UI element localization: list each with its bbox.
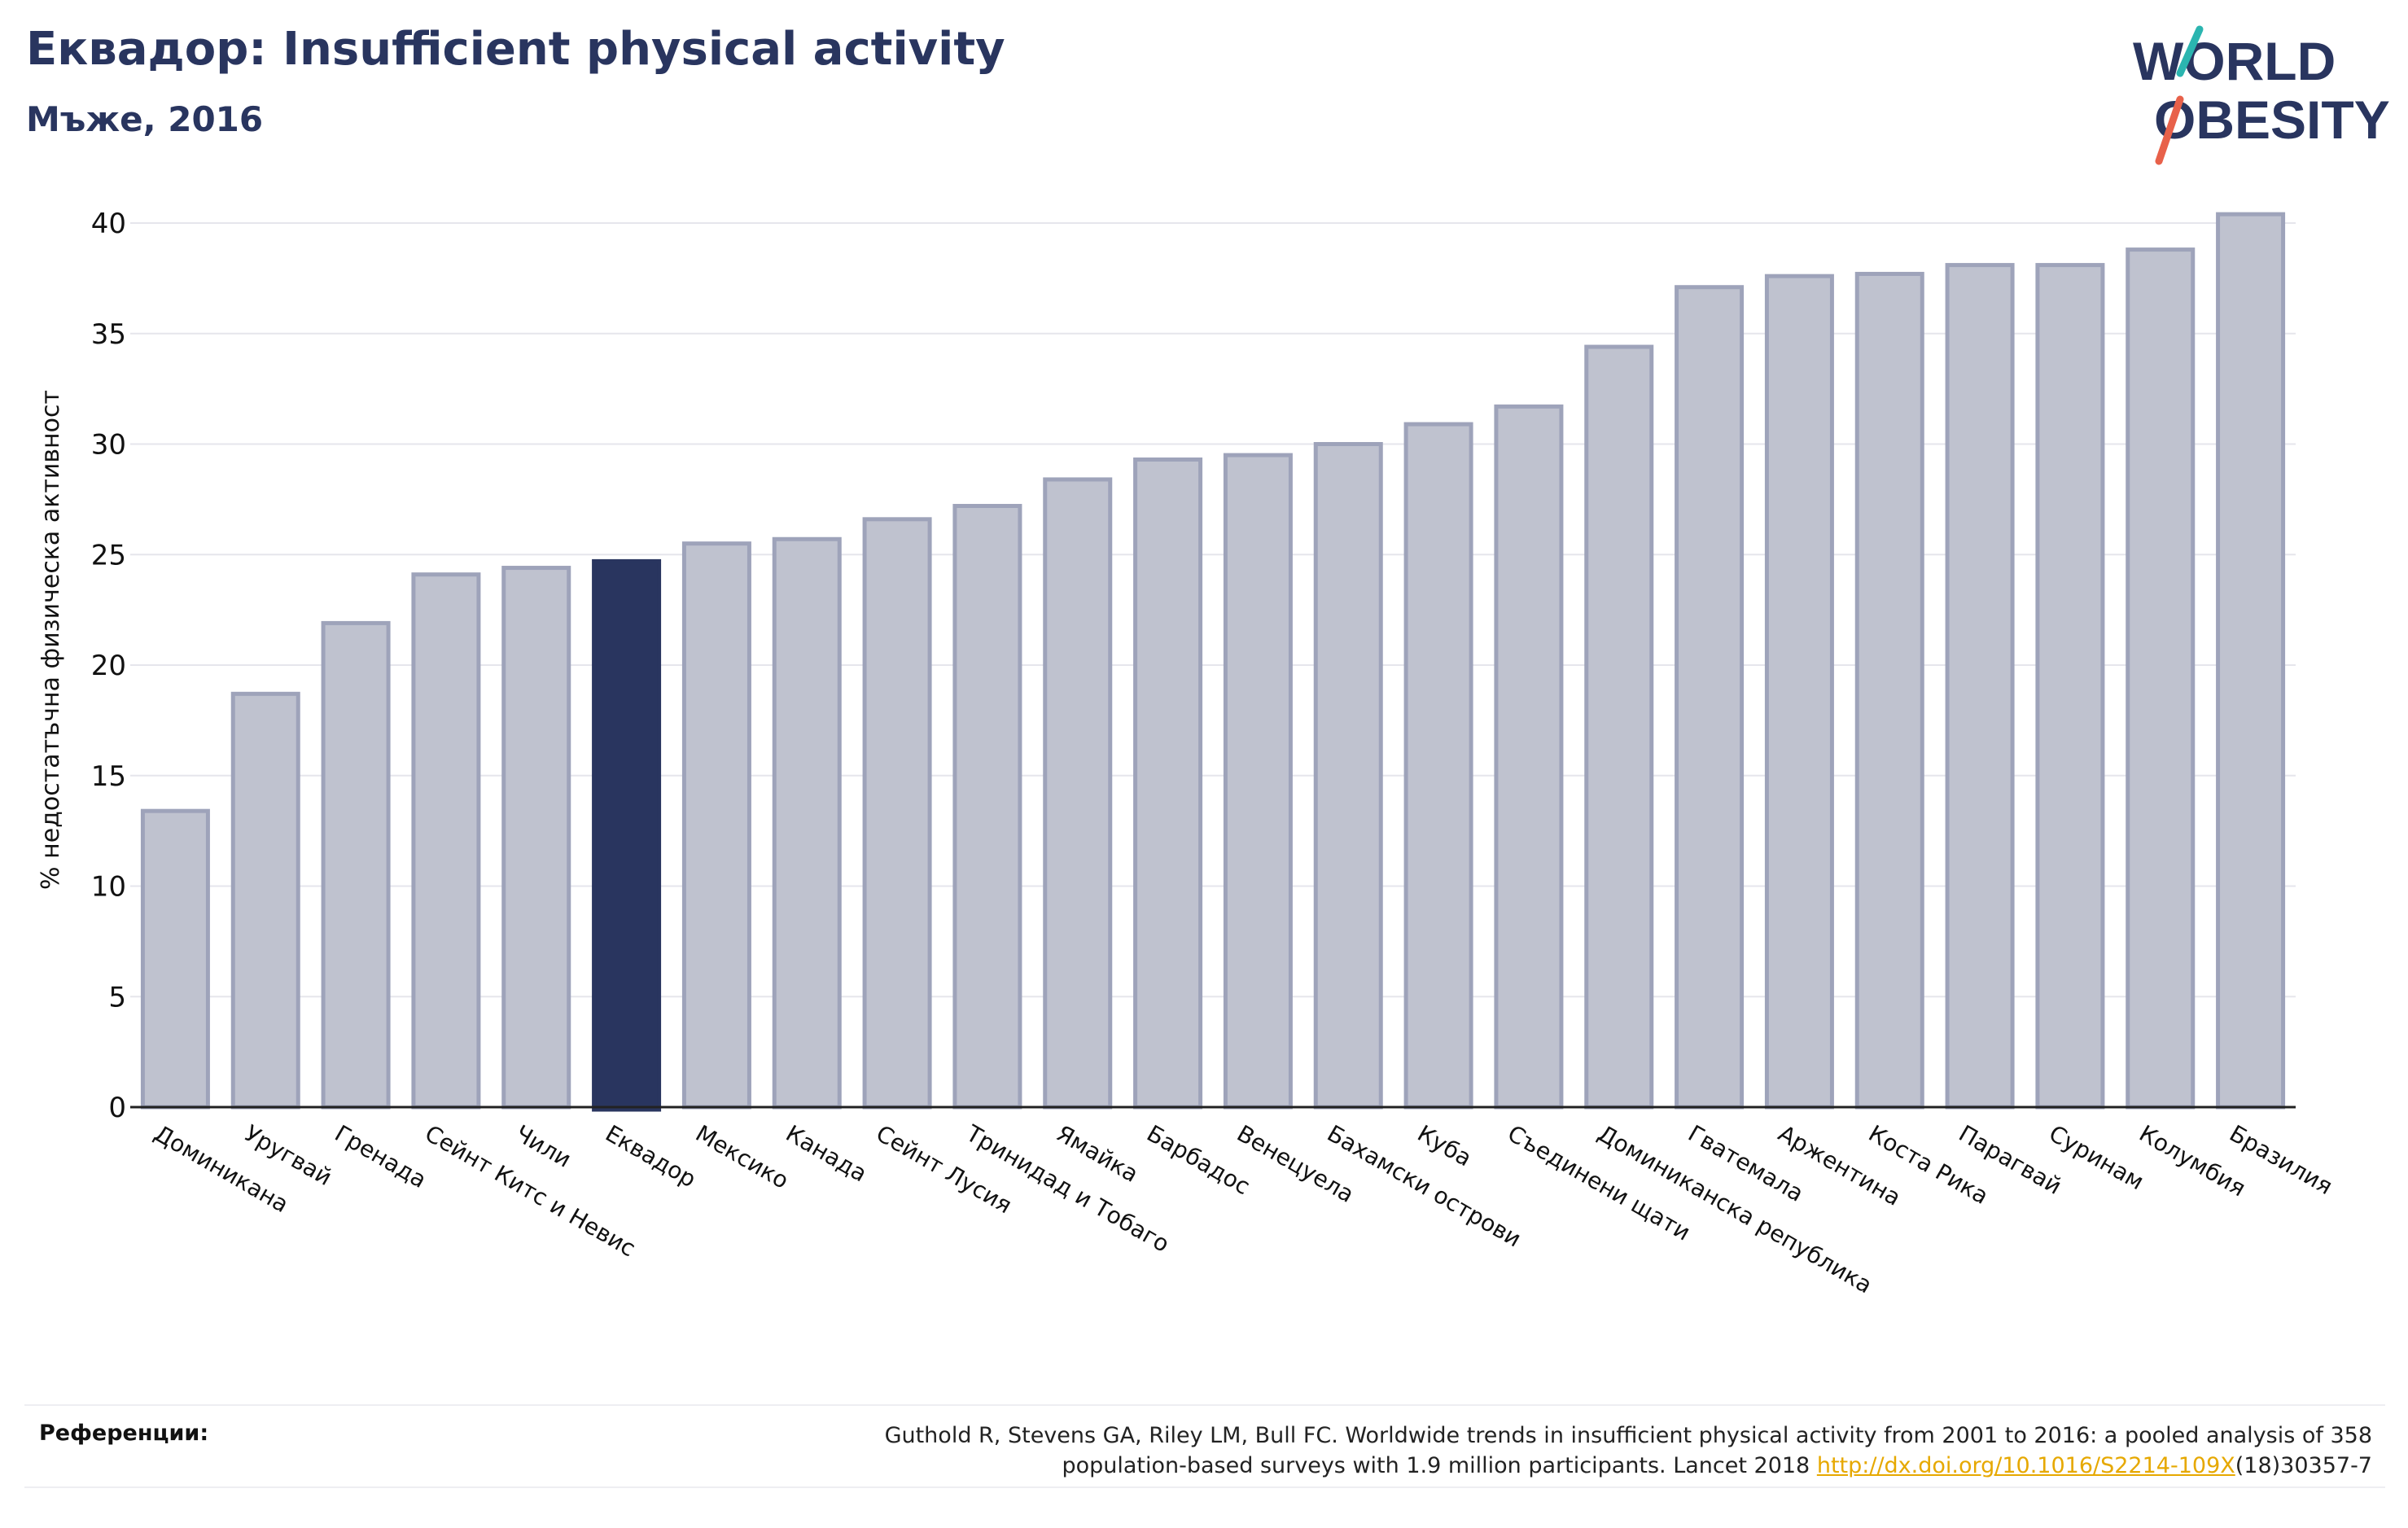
- reference-line-2-end: (18)30357-7: [2235, 1453, 2372, 1478]
- reference-line-1: Guthold R, Stevens GA, Riley LM, Bull FC…: [884, 1423, 2372, 1448]
- logo-line1: WORLD: [2133, 31, 2336, 91]
- grid-layer: [130, 222, 2296, 998]
- x-tick-label: Куба: [1413, 1119, 1477, 1171]
- chart-subtitle: Мъже, 2016: [26, 99, 264, 139]
- bar: [681, 541, 751, 1110]
- references-text: Guthold R, Stevens GA, Riley LM, Bull FC…: [500, 1421, 2372, 1481]
- y-tick-label: 20: [91, 650, 126, 682]
- bar: [1223, 453, 1293, 1110]
- reference-doi-link[interactable]: http://dx.doi.org/10.1016/S2214-109X: [1816, 1453, 2235, 1478]
- bar: [1764, 274, 1834, 1110]
- x-tick-label: Еквадор: [601, 1119, 701, 1193]
- bar: [501, 566, 571, 1110]
- bar: [230, 691, 300, 1110]
- bar: [1494, 404, 1564, 1110]
- x-tick-label: Гренада: [331, 1119, 431, 1193]
- logo-slash-coral: [2155, 95, 2184, 165]
- reference-line-2: population-based surveys with 1.9 millio…: [500, 1451, 2372, 1481]
- footer-divider-bottom: [24, 1486, 2385, 1488]
- x-tick-label: Канада: [782, 1119, 872, 1187]
- bar: [140, 808, 210, 1110]
- bar: [772, 536, 842, 1110]
- x-tick-label: Чили: [510, 1119, 576, 1172]
- bar-highlighted: [592, 558, 662, 1112]
- bar: [952, 504, 1022, 1110]
- y-tick-label: 25: [91, 539, 126, 571]
- bar: [1403, 422, 1473, 1110]
- chart-title: Еквадор: Insufficient physical activity: [26, 23, 1005, 76]
- references-label: Референции:: [39, 1421, 209, 1446]
- bar: [1854, 271, 1924, 1110]
- y-tick-label: 10: [91, 871, 126, 904]
- bar-layer: [140, 212, 2286, 1112]
- logo-line2: OBESITY: [2154, 90, 2390, 150]
- bar: [1313, 442, 1383, 1110]
- y-tick-label: 5: [108, 981, 126, 1014]
- bar: [862, 517, 932, 1110]
- bar: [1043, 477, 1113, 1110]
- bar: [1675, 285, 1745, 1110]
- y-tick-label: 35: [91, 318, 126, 351]
- x-tick-label: Барбадос: [1142, 1119, 1254, 1200]
- world-obesity-logo: WORLD OBESITY: [2133, 25, 2390, 165]
- y-axis-label: % недостатъчна физическа активност: [37, 390, 65, 890]
- reference-line-2-start: population-based surveys with 1.9 millio…: [1062, 1453, 1817, 1478]
- y-tick-label: 30: [91, 429, 126, 462]
- logo-slash-teal: [2176, 25, 2204, 77]
- x-tick-label: Мексико: [691, 1119, 794, 1194]
- bar: [1584, 344, 1654, 1110]
- bar: [2216, 212, 2286, 1110]
- footer-divider-top: [24, 1404, 2385, 1406]
- bar-chart: 0510152025303540ДоминиканаУругвайГренада…: [37, 208, 2337, 1299]
- bar: [1945, 263, 2015, 1110]
- bar: [1133, 458, 1203, 1110]
- y-tick-label: 40: [91, 208, 126, 240]
- bar: [2126, 247, 2196, 1110]
- bar: [321, 620, 391, 1110]
- y-tick-label: 15: [91, 760, 126, 793]
- bar: [411, 572, 481, 1110]
- bar: [2035, 263, 2105, 1110]
- y-tick-label: 0: [108, 1092, 126, 1124]
